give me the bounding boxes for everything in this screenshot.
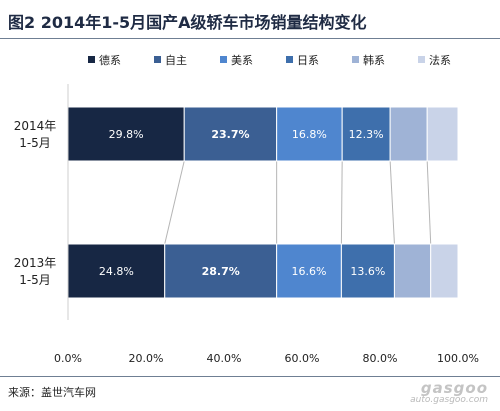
x-tick-label-5: 100.0% bbox=[437, 352, 479, 365]
bar-segment-0-5 bbox=[426, 106, 459, 162]
chart-title: 图2 2014年1-5月国产A级轿车市场销量结构变化 bbox=[8, 13, 367, 32]
title-bar: 图2 2014年1-5月国产A级轿车市场销量结构变化 bbox=[0, 0, 500, 39]
data-label-1-2: 16.6% bbox=[292, 265, 327, 278]
data-label-0-1: 23.7% bbox=[211, 128, 249, 141]
data-label-0-2: 16.8% bbox=[292, 128, 327, 141]
source-note: 来源：盖世汽车网 bbox=[8, 386, 96, 399]
bar-segment-0-2 bbox=[276, 106, 343, 162]
legend-label-3: 日系 bbox=[297, 54, 319, 67]
watermark-brand: gasgoo bbox=[420, 379, 488, 397]
watermark-logo: gasgoo auto.gasgoo.com bbox=[410, 379, 488, 405]
x-tick-label-3: 60.0% bbox=[285, 352, 320, 365]
data-label-0-0: 29.8% bbox=[109, 128, 144, 141]
bar-segment-1-4 bbox=[393, 243, 432, 299]
category-label-1-1: 1-5月 bbox=[19, 273, 51, 287]
data-label-1-3: 13.6% bbox=[350, 265, 385, 278]
connector-line-3 bbox=[340, 160, 343, 245]
bar-segment-1-1 bbox=[164, 243, 278, 299]
connector-line-4 bbox=[389, 160, 395, 245]
stacked-bar-chart: 德系 自主 美系 日系 韩系 法系 29.8% 23.7% 16.8% 12.3% 2014年 1-5… bbox=[14, 53, 479, 365]
x-tick-label-0: 0.0% bbox=[54, 352, 82, 365]
legend-swatch-1 bbox=[154, 56, 161, 63]
legend-swatch-2 bbox=[220, 56, 227, 63]
legend-label-5: 法系 bbox=[429, 53, 451, 67]
legend-swatch-3 bbox=[286, 56, 293, 63]
category-label-0-0: 2014年 bbox=[14, 119, 57, 133]
watermark-url: auto.gasgoo.com bbox=[410, 395, 488, 405]
legend-label-4: 韩系 bbox=[363, 53, 385, 67]
legend-label-2: 美系 bbox=[231, 54, 253, 67]
data-label-1-0: 24.8% bbox=[99, 265, 134, 278]
legend-label-1: 自主 bbox=[165, 54, 187, 67]
legend-swatch-0 bbox=[88, 56, 95, 63]
bar-segment-1-5 bbox=[430, 243, 459, 299]
x-tick-label-4: 80.0% bbox=[363, 352, 398, 365]
bar-segment-0-1 bbox=[183, 106, 278, 162]
x-tick-label-1: 20.0% bbox=[129, 352, 164, 365]
bar-segment-0-4 bbox=[389, 106, 428, 162]
connector-line-5 bbox=[426, 160, 432, 245]
x-tick-label-2: 40.0% bbox=[207, 352, 242, 365]
data-label-1-1: 28.7% bbox=[202, 265, 240, 278]
data-label-0-3: 12.3% bbox=[349, 128, 384, 141]
connector-line-1 bbox=[164, 160, 185, 245]
legend-swatch-5 bbox=[418, 56, 425, 63]
legend-swatch-4 bbox=[352, 56, 359, 63]
category-label-0-1: 1-5月 bbox=[19, 136, 51, 150]
footer: 来源：盖世汽车网 gasgoo auto.gasgoo.com bbox=[0, 376, 500, 411]
legend-label-0: 德系 bbox=[99, 53, 121, 67]
category-label-1-0: 2013年 bbox=[14, 256, 57, 270]
